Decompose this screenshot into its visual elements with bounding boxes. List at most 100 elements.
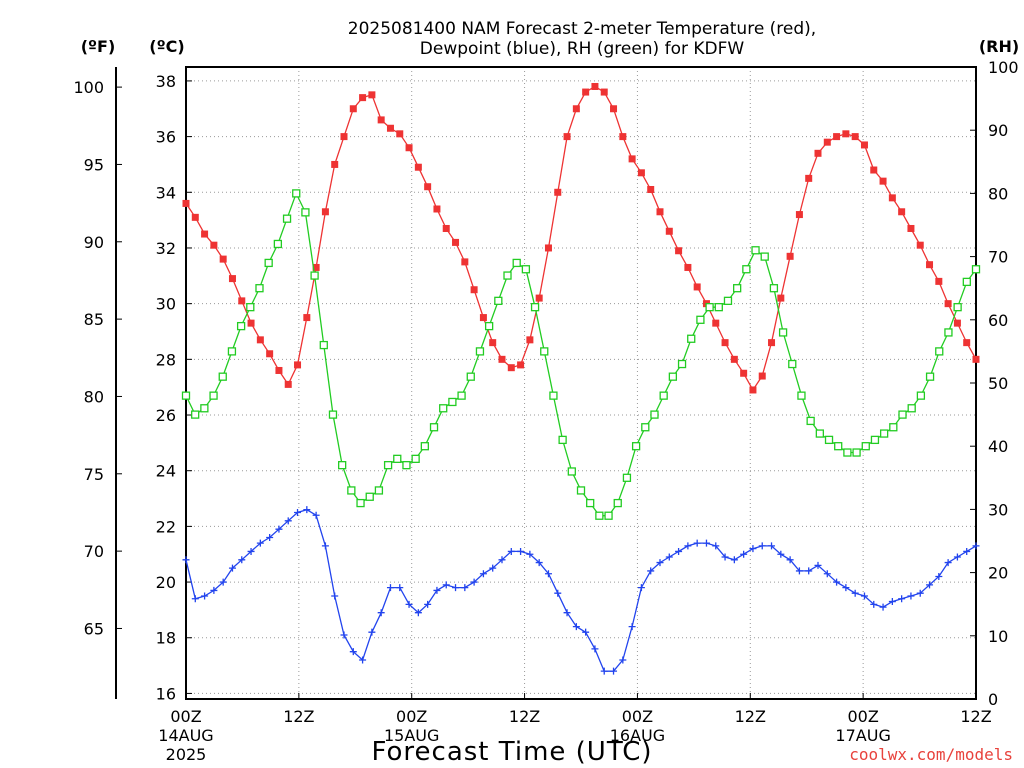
- dewpoint-point: [600, 667, 608, 675]
- temperature-point: [879, 177, 887, 185]
- dewpoint-point: [758, 542, 766, 550]
- dewpoint-point: [591, 645, 599, 653]
- temperature-point: [860, 141, 868, 149]
- rh-point: [530, 303, 540, 312]
- rh-point: [374, 486, 384, 495]
- temperature-point: [628, 155, 636, 163]
- dewpoint-point: [712, 542, 720, 550]
- rh-point: [282, 214, 292, 223]
- rh-point: [889, 423, 898, 432]
- dewpoint-point: [693, 539, 701, 547]
- temperature-point: [823, 138, 831, 146]
- dewpoint-point: [768, 542, 776, 550]
- dewpoint-point: [321, 542, 329, 550]
- rh-point: [595, 511, 604, 520]
- dewpoint-point: [740, 550, 748, 558]
- fahrenheit-tick-label: 100: [73, 78, 104, 97]
- temperature-point: [442, 224, 450, 232]
- temperature-point: [359, 94, 367, 102]
- dewpoint-point: [935, 572, 943, 580]
- temperature-point: [730, 355, 738, 363]
- temperature-point: [210, 241, 218, 249]
- temperature-point: [377, 116, 385, 124]
- rh-point: [613, 498, 622, 508]
- temperature-point: [814, 149, 822, 157]
- temperature-point: [321, 208, 329, 216]
- temperature-point: [284, 380, 292, 388]
- dewpoint-point: [238, 556, 246, 564]
- fahrenheit-tick-label: 95: [84, 155, 104, 174]
- dewpoint-point: [898, 595, 906, 603]
- dewpoint-point: [359, 656, 367, 664]
- rh-point: [484, 321, 494, 331]
- rh-tick-label: 30: [988, 500, 1008, 519]
- rh-point: [659, 391, 668, 400]
- chart-title-line1: 2025081400 NAM Forecast 2-meter Temperat…: [348, 19, 816, 39]
- temperature-point: [396, 130, 404, 138]
- temperature-point: [228, 275, 236, 283]
- rh-point: [870, 435, 880, 445]
- rh-point: [861, 442, 870, 451]
- temperature-point: [833, 133, 841, 141]
- temperature-point: [582, 88, 590, 96]
- rh-point: [962, 277, 971, 287]
- rh-point: [558, 435, 567, 445]
- dewpoint-point: [201, 592, 209, 600]
- x-tick-label: 12Z: [960, 707, 991, 726]
- dewpoint-point: [442, 581, 450, 589]
- temperature-point: [238, 297, 246, 305]
- temperature-point: [647, 186, 655, 194]
- dewpoint-point: [879, 603, 887, 611]
- dewpoint-point: [944, 559, 952, 567]
- dewpoint-point: [340, 631, 348, 639]
- rh-line: [185, 191, 977, 517]
- fahrenheit-tick-label: 75: [84, 465, 104, 484]
- rh-point: [310, 271, 319, 280]
- dewpoint-line: [185, 508, 977, 672]
- dewpoint-point: [702, 539, 710, 547]
- dewpoint-point: [294, 508, 302, 516]
- plot-frame: [185, 66, 977, 700]
- rh-tick-label: 10: [988, 627, 1008, 646]
- dewpoint-point: [191, 595, 199, 603]
- dewpoint-point: [628, 623, 636, 631]
- temperature-point: [888, 194, 896, 202]
- x-tick-year-label: 2025: [166, 745, 207, 764]
- x-tick-label: 00Z: [396, 707, 427, 726]
- temperature-point: [656, 208, 664, 216]
- temperature-point: [972, 355, 980, 363]
- dewpoint-point: [675, 547, 683, 555]
- dewpoint-point: [461, 584, 469, 592]
- dewpoint-point: [647, 567, 655, 575]
- temperature-point: [898, 208, 906, 216]
- rh-point: [181, 391, 191, 400]
- rh-tick-label: 70: [988, 248, 1008, 267]
- dewpoint-point: [331, 592, 339, 600]
- rh-point: [439, 404, 448, 413]
- dewpoint-point: [554, 589, 562, 597]
- temperature-point: [517, 361, 525, 369]
- x-tick-label: 12Z: [735, 707, 766, 726]
- temperature-point: [247, 319, 255, 327]
- temperature-point: [916, 241, 924, 249]
- temperature-point: [201, 230, 209, 238]
- rh-tick-label: 100: [988, 58, 1019, 77]
- rh-point: [402, 461, 411, 470]
- temperature-point: [498, 355, 506, 363]
- dewpoint-point: [377, 609, 385, 617]
- temperature-point: [851, 133, 859, 141]
- rh-point: [567, 467, 576, 476]
- temperature-point: [489, 339, 497, 347]
- rh-point: [650, 410, 659, 419]
- dewpoint-point: [219, 578, 227, 586]
- dewpoint-point: [851, 589, 859, 597]
- rh-tick-label: 80: [988, 184, 1008, 203]
- dewpoint-point: [544, 570, 552, 578]
- temperature-point: [795, 211, 803, 219]
- rh-point: [778, 328, 788, 337]
- temperature-point: [842, 130, 850, 138]
- rh-tick-label: 90: [988, 121, 1008, 140]
- rh-point: [916, 391, 926, 400]
- rh-point: [971, 265, 981, 274]
